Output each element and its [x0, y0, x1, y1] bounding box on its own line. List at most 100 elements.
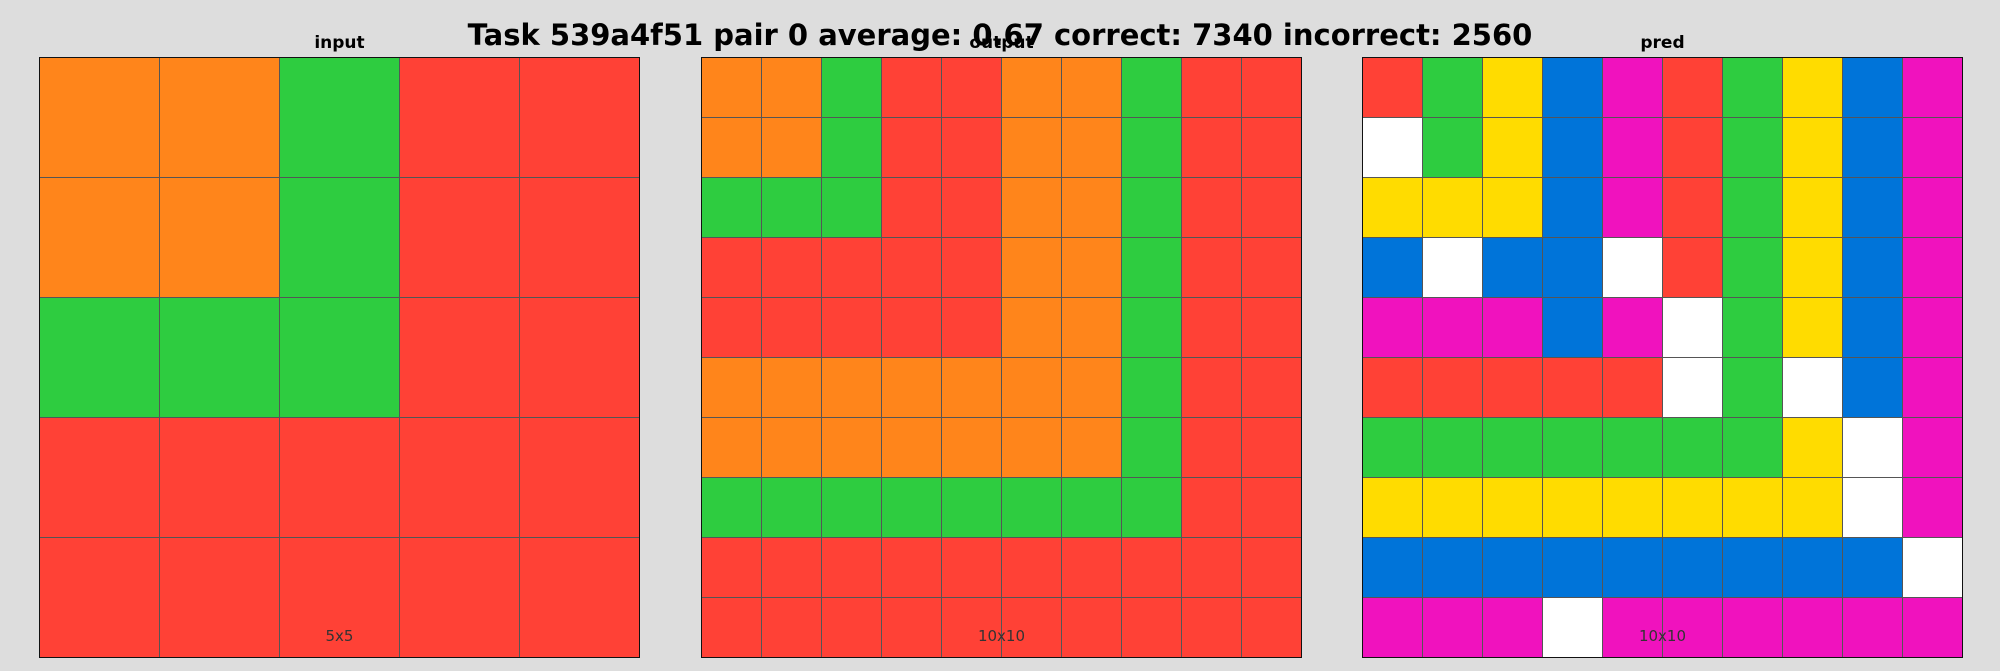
output-cell-2-0 — [702, 178, 761, 237]
output-cell-9-8 — [1182, 598, 1241, 657]
pred-cell-0-5 — [1663, 58, 1722, 117]
pred-cell-9-1 — [1423, 598, 1482, 657]
pred-cell-4-0 — [1363, 298, 1422, 357]
pred-cell-4-6 — [1723, 298, 1782, 357]
output-cell-2-1 — [762, 178, 821, 237]
pred-cell-9-5 — [1663, 598, 1722, 657]
pred-cell-8-2 — [1483, 538, 1542, 597]
output-cell-6-1 — [762, 418, 821, 477]
output-cell-8-1 — [762, 538, 821, 597]
input-cell-2-1 — [160, 298, 279, 417]
pred-cell-6-1 — [1423, 418, 1482, 477]
output-cell-2-2 — [822, 178, 881, 237]
output-cell-4-6 — [1062, 298, 1121, 357]
pred-cell-4-4 — [1603, 298, 1662, 357]
output-cell-7-3 — [882, 478, 941, 537]
output-cell-8-2 — [822, 538, 881, 597]
input-cell-4-1 — [160, 538, 279, 657]
output-cell-5-9 — [1242, 358, 1301, 417]
input-cell-0-2 — [280, 58, 399, 177]
pred-cell-3-7 — [1783, 238, 1842, 297]
pred-cell-1-0 — [1363, 118, 1422, 177]
pred-cell-8-4 — [1603, 538, 1662, 597]
pred-cell-2-1 — [1423, 178, 1482, 237]
output-cell-5-6 — [1062, 358, 1121, 417]
pred-cell-2-2 — [1483, 178, 1542, 237]
pred-cell-9-6 — [1723, 598, 1782, 657]
pred-cell-9-9 — [1903, 598, 1962, 657]
pred-cell-2-9 — [1903, 178, 1962, 237]
output-cell-9-4 — [942, 598, 1001, 657]
input-cell-1-1 — [160, 178, 279, 297]
output-cell-2-9 — [1242, 178, 1301, 237]
pred-cell-2-0 — [1363, 178, 1422, 237]
pred-cell-9-8 — [1843, 598, 1902, 657]
output-cell-1-6 — [1062, 118, 1121, 177]
output-cell-6-6 — [1062, 418, 1121, 477]
pred-cell-4-7 — [1783, 298, 1842, 357]
pred-cell-0-6 — [1723, 58, 1782, 117]
pred-cell-7-4 — [1603, 478, 1662, 537]
figure-title: Task 539a4f51 pair 0 average: 0.67 corre… — [467, 18, 1533, 52]
pred-cell-8-6 — [1723, 538, 1782, 597]
output-cell-8-8 — [1182, 538, 1241, 597]
input-cell-1-3 — [400, 178, 519, 297]
pred-cell-1-6 — [1723, 118, 1782, 177]
output-cell-3-5 — [1002, 238, 1061, 297]
input-cell-2-0 — [40, 298, 159, 417]
pred-cell-5-8 — [1843, 358, 1902, 417]
pred-size-caption: 10x10 — [1638, 627, 1687, 645]
pred-cell-8-0 — [1363, 538, 1422, 597]
input-label: input — [314, 33, 365, 53]
input-cell-3-2 — [280, 418, 399, 537]
output-cell-2-3 — [882, 178, 941, 237]
output-cell-8-4 — [942, 538, 1001, 597]
pred-cell-8-3 — [1543, 538, 1602, 597]
output-cell-8-6 — [1062, 538, 1121, 597]
output-cell-5-7 — [1122, 358, 1181, 417]
pred-grid — [1362, 57, 1963, 658]
output-cell-0-0 — [702, 58, 761, 117]
pred-cell-5-2 — [1483, 358, 1542, 417]
pred-cell-7-1 — [1423, 478, 1482, 537]
output-cell-5-1 — [762, 358, 821, 417]
pred-cell-7-7 — [1783, 478, 1842, 537]
input-cell-4-3 — [400, 538, 519, 657]
pred-label: pred — [1640, 33, 1685, 53]
pred-cell-6-6 — [1723, 418, 1782, 477]
input-cell-3-4 — [520, 418, 639, 537]
input-cell-3-3 — [400, 418, 519, 537]
output-cell-7-2 — [822, 478, 881, 537]
output-size-caption: 10x10 — [977, 627, 1026, 645]
output-cell-5-8 — [1182, 358, 1241, 417]
pred-cell-3-3 — [1543, 238, 1602, 297]
pred-cell-8-5 — [1663, 538, 1722, 597]
pred-cell-4-5 — [1663, 298, 1722, 357]
output-cell-1-5 — [1002, 118, 1061, 177]
output-cell-5-2 — [822, 358, 881, 417]
pred-cell-5-6 — [1723, 358, 1782, 417]
output-panel: output — [701, 31, 1302, 658]
pred-cell-5-7 — [1783, 358, 1842, 417]
output-cell-8-0 — [702, 538, 761, 597]
pred-cell-9-0 — [1363, 598, 1422, 657]
pred-cell-0-8 — [1843, 58, 1902, 117]
output-cell-3-3 — [882, 238, 941, 297]
output-cell-4-4 — [942, 298, 1001, 357]
output-cell-4-7 — [1122, 298, 1181, 357]
output-cell-7-1 — [762, 478, 821, 537]
output-cell-6-5 — [1002, 418, 1061, 477]
pred-cell-6-3 — [1543, 418, 1602, 477]
output-cell-6-8 — [1182, 418, 1241, 477]
output-cell-1-3 — [882, 118, 941, 177]
output-cell-5-4 — [942, 358, 1001, 417]
output-cell-5-5 — [1002, 358, 1061, 417]
pred-cell-6-5 — [1663, 418, 1722, 477]
output-cell-1-8 — [1182, 118, 1241, 177]
output-cell-6-3 — [882, 418, 941, 477]
output-cell-5-0 — [702, 358, 761, 417]
output-cell-0-7 — [1122, 58, 1181, 117]
input-cell-2-2 — [280, 298, 399, 417]
pred-panel: pred — [1362, 31, 1963, 658]
output-cell-8-3 — [882, 538, 941, 597]
